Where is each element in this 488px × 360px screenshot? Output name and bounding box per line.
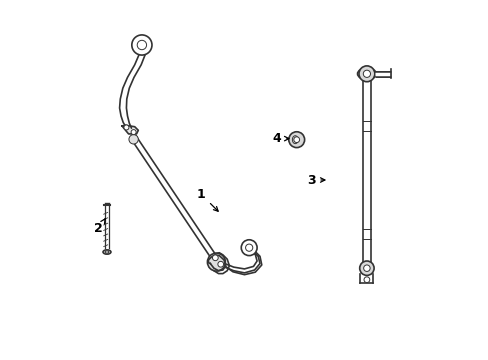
Ellipse shape	[103, 250, 111, 254]
Circle shape	[363, 277, 369, 283]
Circle shape	[131, 130, 136, 135]
Text: 1: 1	[197, 188, 218, 211]
Circle shape	[137, 40, 146, 50]
Circle shape	[359, 261, 373, 275]
Circle shape	[212, 255, 218, 261]
Polygon shape	[208, 255, 225, 271]
Ellipse shape	[105, 251, 108, 253]
Ellipse shape	[292, 136, 298, 144]
Text: 3: 3	[306, 174, 324, 186]
Text: 4: 4	[272, 132, 288, 145]
Circle shape	[129, 135, 138, 144]
Circle shape	[358, 66, 374, 82]
Circle shape	[218, 261, 223, 267]
Circle shape	[288, 132, 304, 148]
Circle shape	[363, 265, 369, 271]
Polygon shape	[122, 125, 138, 134]
Circle shape	[241, 240, 257, 256]
Circle shape	[123, 125, 129, 130]
Text: 2: 2	[94, 219, 105, 235]
Circle shape	[245, 244, 252, 251]
Circle shape	[293, 137, 299, 143]
Circle shape	[363, 70, 370, 77]
Circle shape	[132, 35, 152, 55]
Circle shape	[207, 253, 225, 271]
